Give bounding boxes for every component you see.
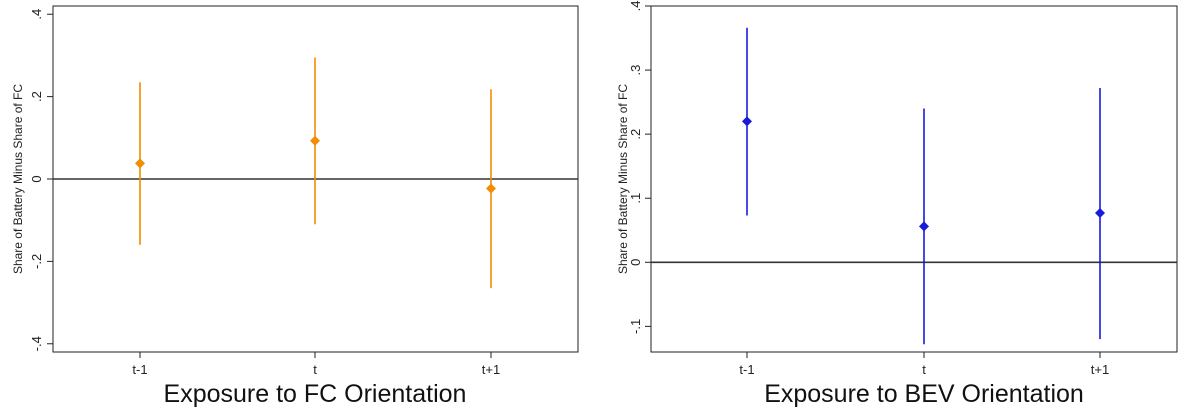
y-axis-label: Share of Battery Minus Share of FC	[11, 84, 25, 274]
x-tick-label: t+1	[482, 362, 500, 377]
point-estimate-t	[310, 135, 320, 146]
point-estimate-t-1	[135, 158, 145, 169]
left-panel-fc-orientation: -.4 -.2 0 .2 .4 t-1 t t+1 Share of Battery Minus…	[11, 5, 579, 408]
y-tick-label: .2	[628, 129, 643, 140]
point-estimate-t+1	[486, 183, 496, 194]
y-tick-label: 0	[628, 259, 643, 266]
x-tick-label: t-1	[132, 362, 147, 377]
right-panel-bev-orientation: -.1 0 .1 .2 .3 .4 t-1 t t+1 Share of Battery Minu…	[616, 1, 1178, 408]
y-axis-label: Share of Battery Minus Share of FC	[616, 84, 630, 274]
y-tick-label: .4	[29, 9, 44, 20]
point-estimate-t-1	[742, 116, 752, 127]
y-tick-label: -.4	[29, 336, 44, 351]
x-axis-label: Exposure to FC Orientation	[164, 380, 467, 408]
y-tick-label: .4	[628, 1, 643, 12]
y-tick-label: 0	[29, 175, 44, 182]
y-tick-label: -.2	[29, 254, 44, 269]
y-tick-label: .3	[628, 65, 643, 76]
y-tick-label: -.1	[628, 319, 643, 334]
x-tick-label: t	[313, 362, 317, 377]
x-tick-label: t-1	[739, 362, 754, 377]
point-estimate-t	[919, 221, 929, 232]
y-tick-label: .1	[628, 193, 643, 204]
point-estimate-t+1	[1095, 207, 1105, 218]
y-tick-label: .2	[29, 91, 44, 102]
x-tick-label: t	[922, 362, 926, 377]
x-tick-label: t+1	[1091, 362, 1109, 377]
plot-frame	[650, 5, 1178, 353]
x-axis-label: Exposure to BEV Orientation	[764, 380, 1084, 408]
